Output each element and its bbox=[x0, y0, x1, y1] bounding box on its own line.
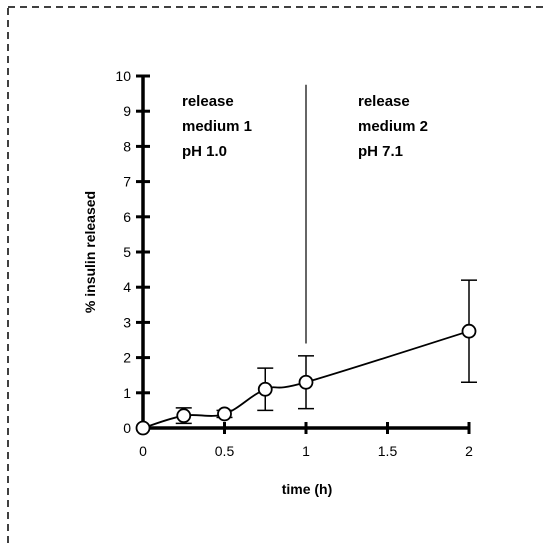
y-tick-label: 5 bbox=[123, 244, 131, 260]
x-tick-label: 0 bbox=[139, 443, 147, 459]
annotation-medium-2: release medium 2 pH 7.1 bbox=[358, 93, 428, 160]
annotation-medium-2-line-1: release bbox=[358, 93, 410, 110]
annotation-medium-2-line-3: pH 7.1 bbox=[358, 143, 403, 160]
annotation-medium-1: release medium 1 pH 1.0 bbox=[182, 93, 252, 160]
x-tick-label: 2 bbox=[465, 443, 473, 459]
y-tick-label: 6 bbox=[123, 209, 131, 225]
y-ticks: 0 1 2 3 4 5 6 7 8 9 10 bbox=[115, 68, 150, 436]
data-point bbox=[298, 374, 314, 390]
data-point bbox=[461, 323, 477, 339]
y-tick-label: 10 bbox=[115, 68, 131, 84]
y-tick-label: 0 bbox=[123, 420, 131, 436]
x-axis-title: time (h) bbox=[282, 481, 333, 497]
x-tick-label: 1.5 bbox=[378, 443, 398, 459]
annotation-medium-1-line-2: medium 1 bbox=[182, 118, 252, 135]
x-tick-label: 1 bbox=[302, 443, 310, 459]
y-tick-label: 7 bbox=[123, 174, 131, 190]
x-ticks: 0 0.5 1 1.5 2 bbox=[139, 422, 473, 459]
figure-frame bbox=[7, 6, 548, 548]
data-point bbox=[217, 406, 232, 422]
data-point bbox=[176, 408, 192, 424]
y-tick-label: 9 bbox=[123, 103, 131, 119]
y-tick-label: 1 bbox=[123, 385, 131, 401]
error-bars bbox=[175, 279, 477, 425]
y-tick-label: 2 bbox=[123, 350, 131, 366]
y-axis-title: % insulin released bbox=[82, 191, 98, 313]
annotation-medium-1-line-1: release bbox=[182, 93, 234, 110]
data-points bbox=[135, 323, 477, 436]
y-tick-label: 8 bbox=[123, 138, 131, 154]
x-tick-label: 0.5 bbox=[215, 443, 235, 459]
data-point bbox=[135, 420, 151, 436]
annotation-medium-1-line-3: pH 1.0 bbox=[182, 143, 227, 160]
y-tick-label: 3 bbox=[123, 314, 131, 330]
y-tick-label: 4 bbox=[123, 279, 131, 295]
data-point bbox=[257, 381, 273, 397]
annotation-medium-2-line-2: medium 2 bbox=[358, 118, 428, 135]
